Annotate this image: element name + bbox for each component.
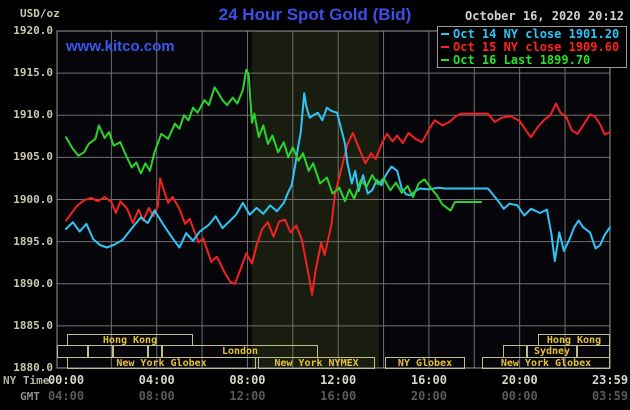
gmt-axis-label: GMT — [20, 390, 40, 403]
y-axis-tick-1915.0: 1915.0 — [13, 66, 53, 80]
x-axis-ny-tick-08:00: 08:00 — [229, 373, 266, 387]
x-axis-ny-tick-04:00: 04:00 — [138, 373, 175, 387]
legend-label: Oct 16 Last 1899.70 — [453, 52, 591, 67]
chart-title: 24 Hour Spot Gold (Bid) — [218, 5, 412, 24]
y-axis-tick-1890.0: 1890.0 — [13, 276, 53, 290]
chart-datetime: October 16, 2020 20:12 — [465, 9, 624, 23]
y-axis-unit-label: USD/oz — [20, 7, 60, 20]
legend-dash-icon — [441, 45, 449, 48]
x-axis-ny-tick-00:00: 00:00 — [47, 373, 85, 387]
price-line-2 — [65, 68, 483, 212]
session-bar-new-york-globex: New York Globex — [67, 357, 256, 369]
legend-label: Oct 14 NY close 1901.20 — [453, 26, 620, 41]
y-axis-tick-1905.0: 1905.0 — [13, 150, 53, 164]
x-axis-gmt-tick-12:00: 12:00 — [229, 389, 266, 403]
legend-item-oct14: Oct 14 NY close 1901.20 — [438, 26, 626, 41]
y-axis-tick-1900.0: 1900.0 — [13, 192, 53, 206]
session-bar-new-york-nymex: New York NYMEX — [258, 357, 375, 369]
x-axis-ny-tick-12:00: 12:00 — [320, 373, 357, 387]
price-line-0 — [65, 102, 611, 296]
y-axis-tick-1910.0: 1910.0 — [13, 108, 53, 122]
session-bar-new-york-globex: New York Globex — [482, 357, 610, 369]
x-axis-ny-tick-16:00: 16:00 — [410, 373, 447, 387]
y-axis-tick-1885.0: 1885.0 — [13, 318, 53, 332]
x-axis-ny-tick-20:00: 20:00 — [501, 373, 538, 387]
x-axis-ny-tick-23:59: 23:59 — [591, 373, 629, 387]
x-axis-gmt-tick-16:00: 16:00 — [320, 389, 357, 403]
x-axis-gmt-tick-03:59: 03:59 — [591, 389, 629, 403]
legend-item-oct16: Oct 16 Last 1899.70 — [438, 52, 626, 67]
kitco-site-link[interactable]: www.kitco.com — [66, 38, 175, 55]
x-axis-gmt-tick-00:00: 00:00 — [501, 389, 538, 403]
ny-time-axis-label: NY Time — [3, 374, 50, 387]
legend-item-oct15: Oct 15 NY close 1909.60 — [438, 39, 626, 54]
x-axis-gmt-tick-08:00: 08:00 — [138, 389, 175, 403]
y-axis-tick-1880.0: 1880.0 — [13, 361, 53, 374]
legend-box: Oct 14 NY close 1901.20 Oct 15 NY close … — [437, 26, 627, 68]
x-axis-gmt-tick-20:00: 20:00 — [410, 389, 447, 403]
price-line-1 — [65, 92, 611, 262]
legend-dash-icon — [441, 32, 449, 35]
y-axis-tick-1895.0: 1895.0 — [13, 234, 53, 248]
y-axis-tick-1920.0: 1920.0 — [13, 24, 53, 37]
x-axis-gmt-tick-04:00: 04:00 — [47, 389, 85, 403]
legend-dash-icon — [441, 58, 449, 61]
legend-label: Oct 15 NY close 1909.60 — [453, 39, 620, 54]
session-bar-ny-globex: NY Globex — [385, 357, 465, 369]
